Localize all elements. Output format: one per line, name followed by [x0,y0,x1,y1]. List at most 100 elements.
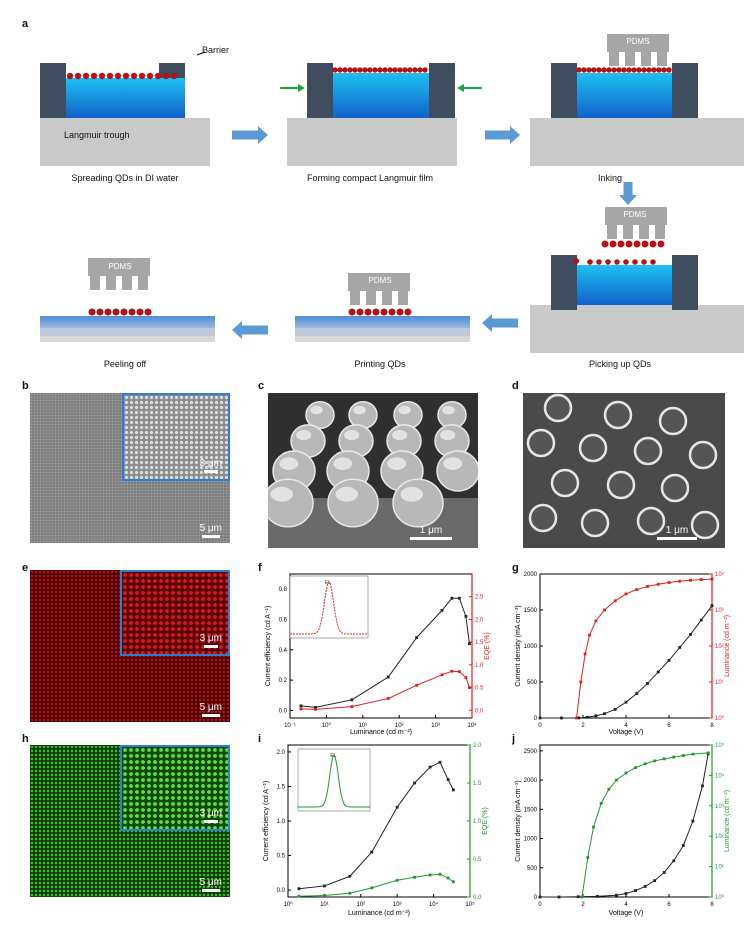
chart-g-y2tick-label: 10⁰ [715,715,725,722]
chart-j-series-point-0 [672,859,676,863]
sem-c-pillar-highlight [279,457,299,470]
chart-i-xtick-label: 10⁰ [283,901,293,908]
chart-i-series-point-0 [370,850,374,854]
chart-g-series-point-0 [667,659,671,662]
chart-j-series-point-0 [681,844,685,847]
chart-i-series-point-1 [348,891,352,895]
film-4-qd [623,259,629,265]
chart-i-y2tick-label: 1.0 [473,819,482,825]
sem-d-pillar [528,503,558,533]
film-2-qd [417,67,423,73]
film-1-qd [106,72,114,80]
trough-3-barrier-right [672,63,698,118]
chart-f-series-point-1 [450,669,454,673]
chart-g-series-point-1 [613,599,617,603]
chart-i-ytick-label: 0.5 [277,854,286,860]
film-2-qd [352,67,358,73]
sem-c-pillar-highlight [333,457,353,470]
panel-label-b: b [22,380,29,392]
printing-stamp-body [348,273,410,291]
chart-i-series-point-0 [438,760,442,764]
film-1-qd [162,72,170,80]
peeling-qd [144,308,152,316]
film-3-qd [586,67,592,73]
panel-label-f: f [258,562,262,574]
panel-label-h: h [22,733,29,745]
pl-inset-e: 3 μm [120,570,230,656]
chart-j-ytick-label: 2500 [524,749,538,755]
chart-f-series-point-0 [299,704,303,708]
chart-f-series-point-1 [415,683,418,687]
chart-g-series-point-0 [594,714,598,718]
film-1-qd [74,72,82,80]
chart-f-xtick-label: 10¹ [358,723,367,729]
film-2-qd [377,67,383,73]
chart-f-xtick-label: 10³ [431,723,440,729]
chart-g-ytick-label: 1500 [524,608,538,614]
chart-f-series-point-1 [386,697,390,700]
chart-j-y2tick-label: 10² [715,834,724,840]
chart-g-series-point-1 [678,579,682,583]
film-4-qd [650,259,656,265]
chart-g-series-point-1 [583,652,587,656]
chart-i-series-point-0 [452,788,455,792]
panel-label-c: c [258,380,265,392]
inking-stamp-post [641,52,651,66]
sem-d-pillar [526,428,556,458]
schematic-drawing [40,34,744,353]
peeling-qd [120,308,128,316]
peeling-qd [104,308,112,316]
film-4-qd [614,259,620,265]
chart-f-series-point-0 [468,642,471,646]
chart-i-series-point-0 [297,887,301,891]
chart-j-series-point-1 [706,751,710,755]
chart-j-series-point-0 [653,879,657,883]
film-3-qd [611,67,617,73]
film-3-qd [661,67,667,73]
printing-qd [388,308,396,316]
peeling-qd [112,308,120,316]
film-3-qd [621,67,627,73]
sem-c-pillar [327,478,379,528]
chart-j-series-point-1 [586,856,590,859]
film-2-qd [372,67,378,73]
chart-g-series-line-0 [540,605,713,719]
peeling-qd [96,308,104,316]
chart-g-frame [539,573,713,719]
chart-j-series-point-0 [701,784,704,788]
printing-stamp-post [398,291,408,305]
film-3-qd [646,67,652,73]
film-1-qd [154,72,162,80]
film-4-qd [587,259,593,265]
film-2-qd [367,67,373,73]
pickup-stamp-post [623,225,633,239]
chart-j-xtick-label: 8 [710,902,714,908]
film-2-qd [412,67,418,73]
film-3-qd [601,67,607,73]
printing-stamp-post [350,291,360,305]
chart-i-series-point-1 [297,894,301,898]
film-3-qd [596,67,602,73]
pl-image-h: 3 μm 5 μm [30,745,230,897]
chart-j-series-point-0 [634,889,637,892]
peeling-substrate-top [40,316,215,328]
chart-g-y2tick-label: 10⁴ [715,571,725,578]
peeling-substrate-bottom [40,336,215,342]
chart-i-xtick-label: 10⁵ [465,901,475,908]
chart-f-series-point-1 [457,670,461,674]
inking-stamp-body [607,34,669,52]
film-3-qd [641,67,647,73]
chart-g-series-point-0 [624,700,628,704]
chart-g-series-point-1 [699,578,703,581]
chart-i-series-line-0 [298,761,454,890]
printing-qd [404,308,412,316]
chart-f-xlabel: Luminance (cd m⁻²) [350,729,412,736]
sem-d-pillar [636,506,666,536]
push-arrow-left-head [298,84,305,92]
chart-g-series-point-0 [538,716,542,720]
trough-label: Langmuir trough [64,130,130,140]
chart-g-ytick-label: 500 [527,680,538,686]
trough-4-base [530,305,744,353]
step-caption-1: Spreading QDs in DI water [71,173,179,183]
chart-j-y2tick-label: 10⁰ [715,894,725,901]
